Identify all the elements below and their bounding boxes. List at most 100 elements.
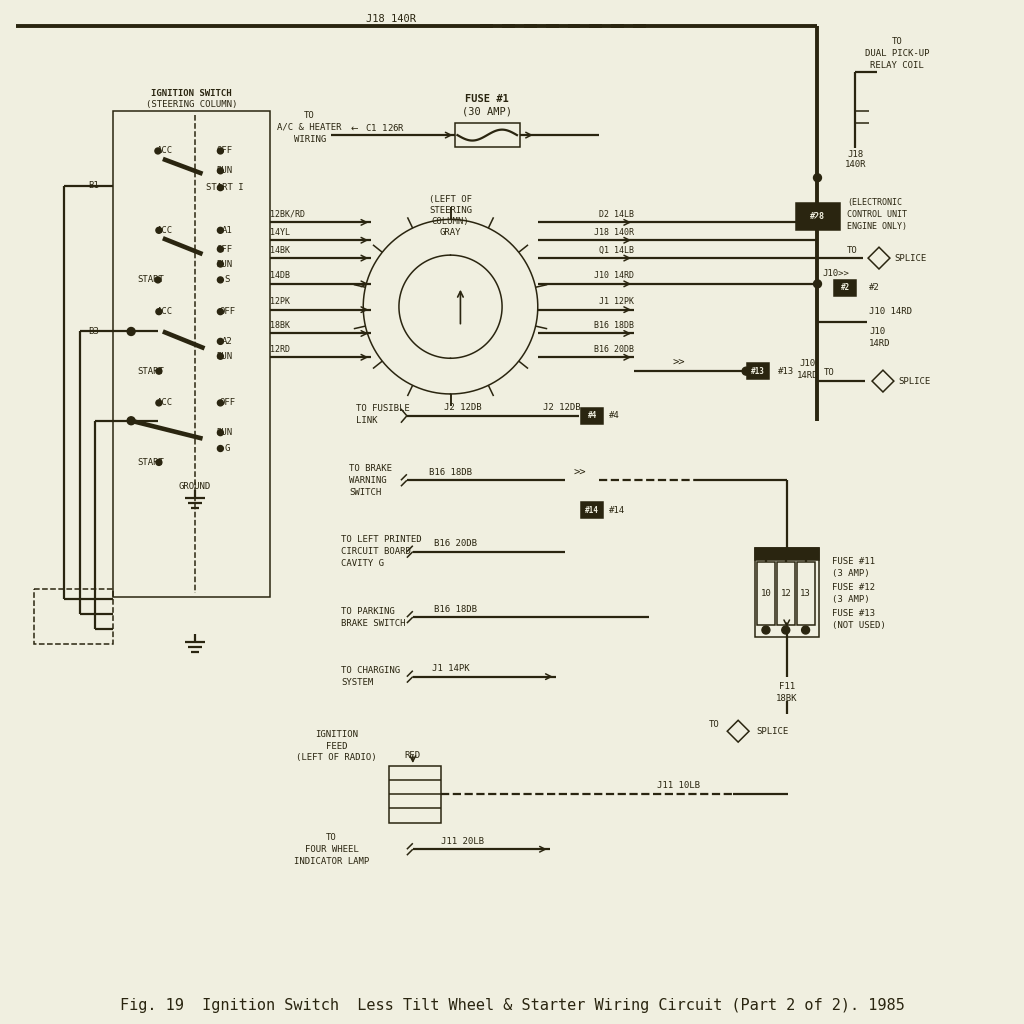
Circle shape	[156, 227, 162, 233]
Text: A2: A2	[222, 337, 232, 346]
Text: B16 18DB: B16 18DB	[429, 468, 472, 477]
Text: GROUND: GROUND	[178, 481, 211, 490]
Text: J10: J10	[876, 377, 890, 386]
Bar	[34, 590, 114, 644]
Text: >>: >>	[573, 467, 586, 477]
Circle shape	[217, 430, 223, 435]
Bar	[835, 280, 856, 296]
Text: 14BK: 14BK	[270, 246, 290, 255]
Circle shape	[155, 276, 161, 283]
Text: TO CHARGING: TO CHARGING	[341, 667, 400, 675]
Text: (3 AMP): (3 AMP)	[833, 595, 870, 604]
Text: J18 140R: J18 140R	[366, 14, 416, 24]
Circle shape	[742, 368, 750, 375]
Circle shape	[217, 308, 223, 314]
Text: SPLICE: SPLICE	[756, 727, 788, 735]
Text: OFF: OFF	[216, 146, 232, 156]
Text: RED: RED	[404, 751, 421, 760]
Text: SPLICE: SPLICE	[895, 254, 927, 262]
Text: RELAY COIL: RELAY COIL	[870, 61, 924, 71]
Text: A/C & HEATER: A/C & HEATER	[278, 123, 342, 132]
Circle shape	[155, 148, 161, 154]
Text: G: G	[224, 444, 230, 453]
Text: BRAKE SWITCH: BRAKE SWITCH	[341, 618, 406, 628]
Text: Q1 14LB: Q1 14LB	[599, 246, 634, 255]
Text: B3: B3	[89, 327, 99, 336]
Bar	[389, 766, 440, 823]
Text: TO: TO	[326, 833, 337, 842]
Circle shape	[813, 218, 821, 226]
Bar	[114, 112, 270, 597]
Text: (30 AMP): (30 AMP)	[462, 106, 512, 117]
Text: J1 12PK: J1 12PK	[599, 297, 634, 306]
Text: ACC: ACC	[157, 226, 173, 234]
Text: #14: #14	[609, 506, 626, 514]
Text: (3 AMP): (3 AMP)	[833, 569, 870, 578]
Circle shape	[127, 328, 135, 336]
Text: 14DB: 14DB	[270, 271, 290, 281]
Text: FUSE #11: FUSE #11	[833, 557, 876, 566]
Text: J10 14RD: J10 14RD	[869, 307, 912, 316]
Text: #4: #4	[609, 412, 620, 420]
Text: J11 20LB: J11 20LB	[441, 837, 484, 846]
Circle shape	[217, 184, 223, 190]
Text: D2 14LB: D2 14LB	[599, 210, 634, 219]
Text: 140R: 140R	[845, 161, 866, 169]
Circle shape	[802, 626, 810, 634]
Circle shape	[217, 445, 223, 452]
Text: J10 14RD: J10 14RD	[594, 271, 634, 281]
Text: IGNITION: IGNITION	[315, 730, 358, 738]
Text: WIRING: WIRING	[294, 134, 326, 143]
Text: FUSE #1: FUSE #1	[465, 94, 509, 104]
Bar	[748, 364, 769, 379]
Text: OFF: OFF	[219, 398, 236, 408]
Text: TO LEFT PRINTED: TO LEFT PRINTED	[341, 536, 422, 545]
Text: ENGINE ONLY): ENGINE ONLY)	[847, 222, 907, 230]
Text: 18BK: 18BK	[776, 694, 798, 702]
Text: F11: F11	[778, 682, 795, 691]
Text: (STEERING COLUMN): (STEERING COLUMN)	[146, 100, 238, 109]
Text: >>: >>	[673, 358, 685, 369]
Text: 12RD: 12RD	[270, 345, 290, 354]
Circle shape	[127, 417, 135, 425]
Bar	[755, 548, 819, 559]
Text: #2: #2	[869, 284, 880, 292]
Text: RUN: RUN	[216, 428, 232, 437]
Text: TO PARKING: TO PARKING	[341, 606, 395, 615]
Text: F11: F11	[731, 727, 745, 735]
Bar	[796, 203, 841, 230]
Text: 13: 13	[800, 589, 811, 598]
Text: ACC: ACC	[157, 398, 173, 408]
Text: OFF: OFF	[216, 245, 232, 254]
Bar	[582, 408, 603, 424]
Text: J1 14PK: J1 14PK	[432, 665, 469, 673]
Bar	[797, 561, 814, 625]
Circle shape	[156, 308, 162, 314]
Text: TO: TO	[709, 720, 720, 729]
Text: CIRCUIT BOARD: CIRCUIT BOARD	[341, 547, 412, 556]
Text: FOUR WHEEL: FOUR WHEEL	[304, 845, 358, 854]
Text: SWITCH: SWITCH	[349, 487, 382, 497]
Circle shape	[781, 626, 790, 634]
Text: SPLICE: SPLICE	[899, 377, 931, 386]
Text: J11 10LB: J11 10LB	[657, 781, 700, 791]
Text: FUSE #12: FUSE #12	[833, 583, 876, 592]
Circle shape	[217, 261, 223, 267]
Text: CONTROL UNIT: CONTROL UNIT	[847, 210, 907, 219]
Text: START: START	[137, 367, 165, 376]
Bar	[755, 548, 819, 637]
Text: J10: J10	[800, 358, 816, 368]
Circle shape	[217, 338, 223, 344]
Text: GRAY: GRAY	[439, 227, 461, 237]
Circle shape	[217, 246, 223, 252]
Text: 14YL: 14YL	[270, 227, 290, 237]
Text: ACC: ACC	[157, 307, 173, 316]
Text: 14RD: 14RD	[797, 371, 818, 380]
Text: START I: START I	[206, 183, 243, 193]
Text: (ELECTRONIC: (ELECTRONIC	[847, 198, 902, 207]
Text: RUN: RUN	[216, 259, 232, 268]
Circle shape	[217, 168, 223, 174]
Text: B1: B1	[89, 181, 99, 190]
Bar	[582, 502, 603, 518]
Text: STEERING: STEERING	[429, 206, 472, 215]
